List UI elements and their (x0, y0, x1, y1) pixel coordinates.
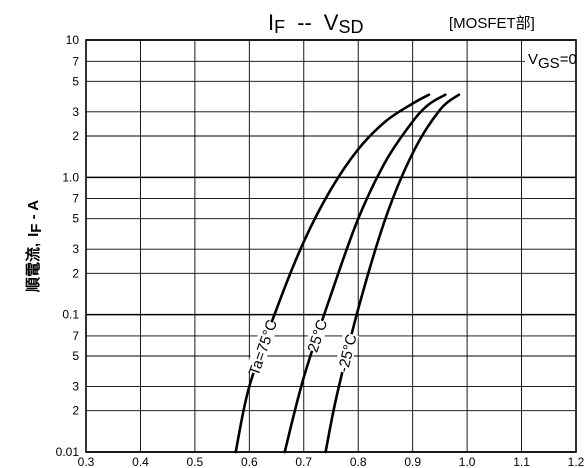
y-tick-label: 1.0 (62, 170, 79, 184)
chart-title: IF -- VSD (268, 10, 363, 37)
x-tick-label: 0.8 (350, 455, 367, 468)
y-tick-label: 2 (72, 129, 79, 143)
x-tick-label: 1.2 (568, 455, 585, 468)
series-label-bg (245, 319, 279, 376)
grid (85, 39, 577, 453)
plot-frame (85, 39, 577, 453)
y-axis-label: 順電流, IF - A (24, 200, 45, 293)
title-main-sub: F (274, 17, 285, 37)
y-tick-label: 5 (72, 212, 79, 226)
title-separator: -- (297, 10, 312, 35)
title-second-sub: SD (338, 17, 363, 37)
y-tick-label: 0.01 (56, 445, 80, 459)
y-tick-label: 3 (72, 242, 79, 256)
y-tick-label: 7 (72, 329, 79, 343)
y-tick-label: 7 (72, 192, 79, 206)
y-tick-labels: 0.01 2 3 5 7 0.1 2 3 5 7 1.0 2 3 5 7 10 (56, 33, 80, 459)
x-tick-label: 0.7 (295, 455, 312, 468)
condition-rest: =0 (560, 51, 577, 68)
title-main-letter: I (268, 10, 274, 35)
x-tick-label: 0.9 (404, 455, 421, 468)
y-tick-label: 3 (72, 379, 79, 393)
y-axis-label-prefix: 順電流, (24, 243, 42, 293)
series-label-bg (333, 332, 359, 374)
y-tick-label: 0.1 (62, 308, 79, 322)
x-tick-label: 1.0 (459, 455, 476, 468)
y-tick-label: 10 (66, 33, 80, 47)
condition-label: VGS=0 (528, 51, 577, 72)
x-tick-label: 1.1 (513, 455, 530, 468)
x-tick-label: 0.6 (241, 455, 258, 468)
x-tick-label: 0.5 (187, 455, 204, 468)
y-axis-label-sub: F (28, 224, 45, 233)
y-tick-label: 2 (72, 266, 79, 280)
condition-box (525, 50, 575, 70)
y-tick-label: 3 (72, 105, 79, 119)
condition-sub: GS (538, 55, 560, 72)
y-tick-label: 5 (72, 74, 79, 88)
condition-letter: V (528, 51, 538, 68)
y-axis-label-letter: I (25, 233, 42, 237)
series-label-group: -25°C (333, 332, 361, 374)
series-label-group: Ta=75°C (245, 317, 281, 378)
x-tick-labels: 0.3 0.4 0.5 0.6 0.7 0.8 0.9 1.0 1.1 1.2 (78, 455, 585, 468)
y-axis-label-rest: - A (25, 200, 42, 224)
series-line (283, 93, 447, 454)
x-tick-label: 0.4 (132, 455, 149, 468)
series-line (324, 93, 461, 454)
y-tick-label: 7 (72, 54, 79, 68)
series-label-bg (303, 318, 329, 354)
title-second-letter: V (324, 10, 339, 35)
x-tick-label: 0.3 (78, 455, 95, 468)
series-label: Ta=75°C (246, 317, 281, 378)
series-label: -25°C (335, 332, 361, 374)
bracket-note: [MOSFET部] (449, 15, 535, 32)
y-tick-label: 5 (72, 349, 79, 363)
y-tick-label: 2 (72, 404, 79, 418)
